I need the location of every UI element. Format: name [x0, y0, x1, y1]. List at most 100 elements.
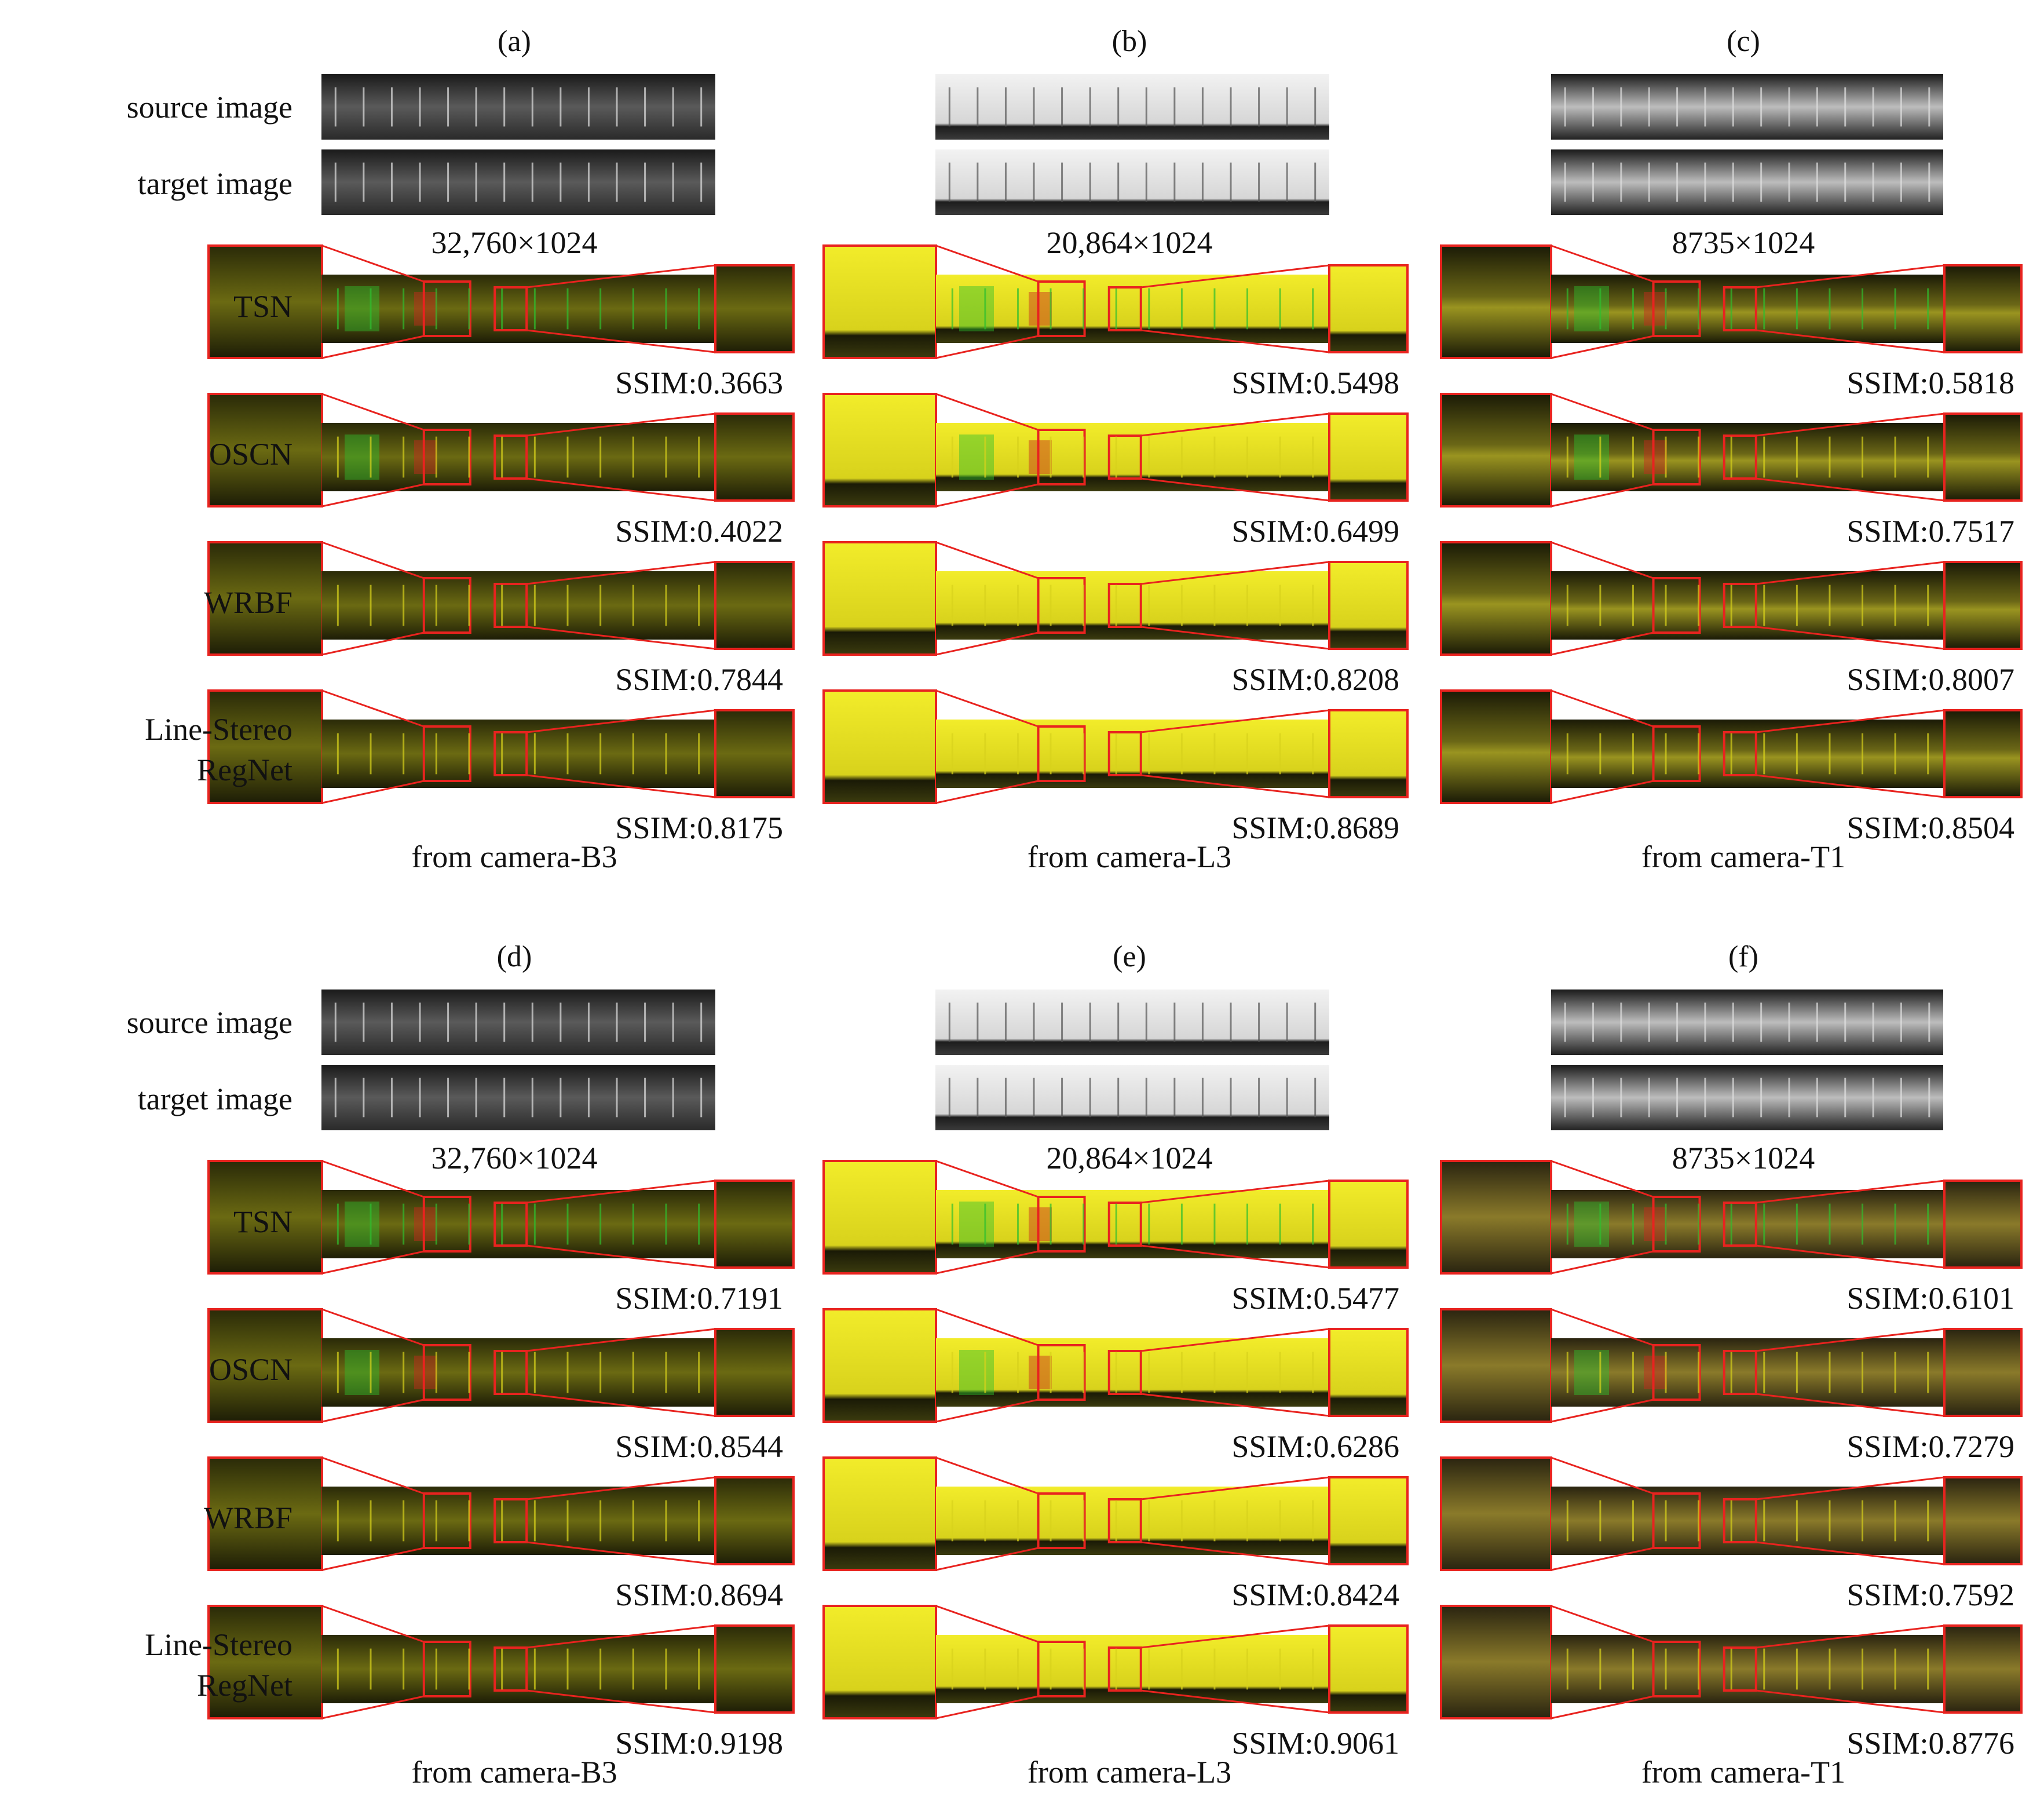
camera-caption: from camera-T1: [1641, 839, 1846, 874]
overlay-strip: [321, 720, 715, 788]
zoom-connector: [1140, 1476, 1330, 1500]
zoom-connector: [526, 709, 716, 733]
overlay-strip: [1551, 720, 1944, 788]
zoom-connector: [1551, 1308, 1654, 1346]
overlay-detail: [337, 585, 700, 626]
overlay-detail: [951, 1648, 1314, 1690]
zoom-connector: [526, 1541, 716, 1565]
zoom-connector: [1551, 393, 1654, 431]
zoom-region-box: [422, 280, 471, 337]
zoom-region-box: [493, 286, 528, 331]
zoom-region-box: [1652, 725, 1701, 782]
misalignment-red: [414, 440, 437, 474]
zoom-connector: [1140, 626, 1330, 650]
target-image-thumbnail-detail: [1564, 162, 1930, 202]
source-image-thumbnail: [321, 990, 715, 1055]
zoom-connector: [321, 689, 425, 728]
panel-label: (b): [1111, 25, 1147, 58]
source-image-thumbnail: [321, 74, 715, 140]
zoom-connector: [1756, 1393, 1945, 1417]
ssim-tsn: SSIM:0.3663: [615, 366, 783, 400]
zoom-region-box: [1037, 1344, 1086, 1401]
panel-label: (a): [498, 25, 531, 58]
misalignment-red: [1644, 1207, 1667, 1241]
row-label-target: target image: [137, 1082, 292, 1116]
left-zoom-inset: [1440, 1605, 1552, 1719]
lsr-registration-result: [822, 1605, 1409, 1719]
zoom-connector: [526, 1476, 716, 1500]
overlay-strip: [936, 1338, 1329, 1407]
zoom-connector: [321, 1399, 425, 1423]
zoom-connector: [526, 412, 716, 437]
zoom-connector: [321, 631, 425, 656]
target-image-thumbnail: [935, 149, 1329, 215]
zoom-connector: [1756, 412, 1945, 437]
ssim-wrbf: SSIM:0.8208: [1231, 662, 1399, 697]
image-dimensions: 20,864×1024: [1046, 225, 1213, 260]
zoom-connector: [526, 1244, 716, 1269]
zoom-region-box: [1037, 1641, 1086, 1697]
panel-label: (e): [1113, 940, 1146, 973]
oscn-registration-result: [207, 393, 795, 507]
zoom-connector: [1551, 1250, 1654, 1275]
misalignment-green: [1574, 1350, 1609, 1395]
overlay-strip: [1551, 571, 1944, 640]
right-zoom-inset: [1328, 1180, 1409, 1269]
zoom-connector: [1551, 335, 1654, 359]
zoom-region-box: [1107, 583, 1142, 628]
zoom-connector: [1551, 631, 1654, 656]
source-image-thumbnail-detail: [1564, 87, 1930, 127]
zoom-connector: [526, 477, 716, 502]
zoom-connector: [935, 1308, 1039, 1346]
zoom-connector: [1140, 561, 1330, 585]
zoom-region-box: [1037, 429, 1086, 485]
overlay-detail: [337, 436, 700, 478]
misalignment-green: [345, 1350, 379, 1395]
right-zoom-inset: [1328, 709, 1409, 798]
source-image-thumbnail-detail: [334, 87, 703, 127]
zoom-connector: [526, 1624, 716, 1649]
row-label-wrbf: WRBF: [203, 1500, 292, 1535]
zoom-region-box: [493, 435, 528, 480]
left-zoom-inset: [822, 244, 937, 359]
zoom-region-box: [1723, 1202, 1757, 1247]
zoom-connector: [1140, 1180, 1330, 1204]
zoom-region-box: [1037, 1196, 1086, 1253]
misalignment-green: [959, 435, 994, 480]
zoom-connector: [1756, 1476, 1945, 1500]
zoom-region-box: [1723, 286, 1757, 331]
zoom-connector: [935, 541, 1039, 579]
source-image-thumbnail: [1551, 990, 1943, 1055]
zoom-connector: [1140, 1689, 1330, 1714]
target-image-thumbnail: [935, 1065, 1329, 1130]
zoom-connector: [1756, 1624, 1945, 1649]
misalignment-green: [1574, 435, 1609, 480]
oscn-registration-result: [822, 393, 1409, 507]
zoom-region-box: [1723, 1498, 1757, 1543]
overlay-detail: [951, 1500, 1314, 1542]
zoom-connector: [1756, 1180, 1945, 1204]
overlay-detail: [951, 733, 1314, 775]
zoom-connector: [1140, 1624, 1330, 1649]
overlay-detail: [337, 1203, 700, 1245]
target-image-thumbnail: [1551, 149, 1943, 215]
image-dimensions: 32,760×1024: [431, 1141, 598, 1175]
zoom-connector: [1140, 1541, 1330, 1565]
zoom-region-box: [1037, 725, 1086, 782]
lsr-registration-result: [822, 689, 1409, 804]
source-image-thumbnail: [935, 74, 1329, 140]
row-label-source: source image: [126, 1005, 292, 1040]
lsr-registration-result: [1440, 1605, 2023, 1719]
ssim-wrbf: SSIM:0.8007: [1846, 662, 2014, 697]
lsr-registration-result: [207, 689, 795, 804]
zoom-connector: [321, 780, 425, 804]
misalignment-green: [345, 286, 379, 331]
overlay-strip: [321, 275, 715, 343]
target-image-thumbnail-detail: [1564, 1078, 1930, 1118]
row-label-tsn: TSN: [233, 289, 292, 324]
right-zoom-inset: [714, 1180, 795, 1269]
overlay-detail: [951, 585, 1314, 626]
camera-caption: from camera-L3: [1027, 839, 1232, 874]
target-image-thumbnail-detail: [334, 1078, 703, 1118]
